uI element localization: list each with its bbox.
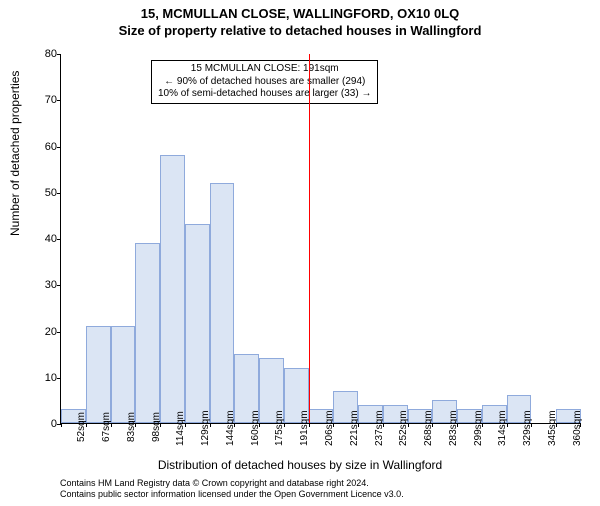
page-title-line1: 15, MCMULLAN CLOSE, WALLINGFORD, OX10 0L… [0,6,600,21]
x-tick-mark [383,423,384,427]
x-tick-mark [309,423,310,427]
y-tick-label: 30 [29,279,57,291]
annotation-line3: 10% of semi-detached houses are larger (… [158,88,371,101]
annotation-line2: ← 90% of detached houses are smaller (29… [158,76,371,89]
x-tick-mark [432,423,433,427]
annotation-box: 15 MCMULLAN CLOSE: 191sqm ← 90% of detac… [151,60,378,104]
x-tick-mark [358,423,359,427]
y-axis-label: Number of detached properties [8,71,22,236]
y-tick-mark [57,285,61,286]
histogram-bar [86,326,111,423]
x-tick-label: 360sqm [572,412,583,446]
y-tick-label: 40 [29,233,57,245]
x-tick-mark [160,423,161,427]
histogram-bar [111,326,136,423]
x-tick-mark [111,423,112,427]
y-tick-mark [57,147,61,148]
x-tick-mark [234,423,235,427]
y-tick-label: 60 [29,141,57,153]
histogram-bar [185,224,210,423]
y-tick-mark [57,54,61,55]
x-tick-mark [408,423,409,427]
x-tick-mark [531,423,532,427]
attribution-line1: Contains HM Land Registry data © Crown c… [60,478,404,489]
y-tick-label: 80 [29,48,57,60]
annotation-line1: 15 MCMULLAN CLOSE: 191sqm [158,63,371,76]
x-tick-mark [61,423,62,427]
histogram-bar [160,155,185,423]
x-tick-mark [210,423,211,427]
y-tick-mark [57,239,61,240]
x-tick-mark [259,423,260,427]
reference-line [309,54,310,423]
y-tick-label: 10 [29,372,57,384]
x-axis-label: Distribution of detached houses by size … [0,458,600,472]
histogram-bar [210,183,235,424]
y-tick-mark [57,100,61,101]
histogram-chart: 15 MCMULLAN CLOSE: 191sqm ← 90% of detac… [60,54,580,424]
x-tick-mark [556,423,557,427]
attribution-text: Contains HM Land Registry data © Crown c… [60,478,404,500]
x-tick-mark [86,423,87,427]
y-tick-label: 70 [29,94,57,106]
y-tick-label: 20 [29,326,57,338]
y-tick-mark [57,193,61,194]
x-tick-mark [284,423,285,427]
attribution-line2: Contains public sector information licen… [60,489,404,500]
x-tick-mark [185,423,186,427]
x-tick-mark [507,423,508,427]
x-tick-mark [482,423,483,427]
x-tick-mark [135,423,136,427]
histogram-bar [135,243,160,423]
y-tick-label: 50 [29,187,57,199]
x-tick-mark [333,423,334,427]
page-title-line2: Size of property relative to detached ho… [0,23,600,38]
y-tick-label: 0 [29,418,57,430]
y-tick-mark [57,332,61,333]
x-tick-mark [457,423,458,427]
y-tick-mark [57,378,61,379]
x-tick-label: 329sqm [522,412,533,446]
x-tick-mark [580,423,581,427]
